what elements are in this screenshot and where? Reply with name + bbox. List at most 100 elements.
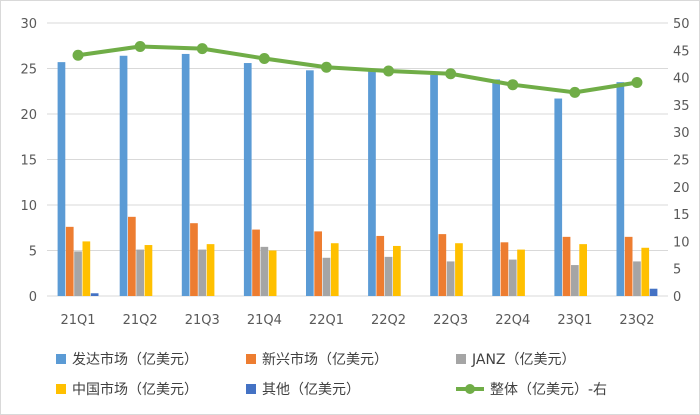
- bar-1: [438, 234, 447, 296]
- bar-3: [579, 244, 587, 296]
- y-tick-label: 0: [29, 290, 37, 305]
- bar-3: [268, 250, 277, 296]
- x-tick-label: 21Q1: [61, 313, 96, 328]
- bar-1: [128, 216, 136, 296]
- bar-2: [446, 261, 455, 296]
- line-point: [383, 65, 395, 77]
- line-point: [320, 61, 332, 73]
- y2-tick-label: 25: [673, 154, 690, 169]
- bar-0: [119, 55, 128, 297]
- bar-3: [82, 241, 91, 296]
- legend-label: 发达市场（亿美元）: [72, 352, 198, 368]
- bar-3: [517, 249, 525, 296]
- x-tick-label: 21Q3: [185, 313, 220, 328]
- bar-0: [181, 53, 190, 296]
- y-tick-label: 20: [20, 108, 37, 123]
- y-tick-label: 30: [20, 17, 37, 32]
- y2-tick-label: 5: [673, 263, 681, 278]
- bar-3: [455, 243, 463, 296]
- bar-1: [65, 226, 74, 296]
- bar-1: [314, 231, 322, 296]
- bar-0: [306, 70, 314, 296]
- bar-1: [624, 236, 633, 296]
- x-tick-label: 22Q1: [309, 313, 344, 328]
- x-tick-label: 22Q3: [433, 313, 468, 328]
- combo-chart: 0 5 10 15 20 25 30 0 5 10 15 20 25 30 35 40 45 50 21Q1 21Q2…: [20, 17, 690, 328]
- bar-1: [500, 242, 509, 296]
- bar-2: [322, 257, 331, 296]
- bar-1: [190, 223, 198, 296]
- y2-tick-label: 0: [673, 290, 681, 305]
- line-point: [507, 79, 519, 91]
- y-tick-label: 15: [20, 154, 37, 169]
- line-point: [445, 68, 457, 80]
- legend-item: 其他（亿美元）: [246, 379, 360, 399]
- bar-2: [571, 265, 579, 296]
- bar-3: [144, 245, 153, 296]
- bar-3: [393, 245, 401, 296]
- y2-tick-label: 20: [673, 181, 690, 196]
- bar-2: [508, 259, 517, 296]
- y-tick-label: 5: [29, 245, 37, 260]
- bar-0: [368, 69, 376, 296]
- x-tick-label: 21Q4: [247, 313, 282, 328]
- bar-2: [74, 251, 82, 296]
- bar-2: [136, 249, 144, 296]
- legend-swatch: [56, 354, 66, 364]
- bar-2: [260, 246, 269, 296]
- y-tick-label: 10: [20, 199, 37, 214]
- bar-1: [562, 236, 571, 296]
- x-tick-label: 22Q2: [371, 313, 406, 328]
- legend-label: 新兴市场（亿美元）: [262, 352, 388, 368]
- bar-2: [198, 249, 207, 296]
- y2-tick-label: 30: [673, 126, 690, 141]
- legend-item: 整体（亿美元）-右: [456, 379, 607, 399]
- legend-item: 新兴市场（亿美元）: [246, 349, 388, 369]
- line-point: [134, 40, 146, 52]
- bar-0: [492, 79, 500, 296]
- line-point: [569, 86, 581, 98]
- x-tick-label: 23Q2: [619, 313, 654, 328]
- x-tick-label: 23Q1: [557, 313, 592, 328]
- bar-0: [554, 98, 563, 296]
- bar-3: [641, 247, 650, 296]
- bar-4: [90, 293, 99, 296]
- bar-0: [57, 62, 66, 296]
- legend-swatch: [246, 384, 256, 394]
- legend-swatch: [456, 354, 466, 364]
- legend-swatch: [246, 354, 256, 364]
- legend-label: 整体（亿美元）-右: [490, 382, 608, 398]
- line-point: [72, 49, 84, 61]
- legend-label: 其他（亿美元）: [262, 382, 360, 398]
- y2-tick-label: 50: [673, 17, 690, 32]
- y-tick-label: 25: [20, 63, 37, 78]
- line-point: [258, 52, 270, 64]
- bar-2: [384, 256, 393, 296]
- line-point: [196, 43, 208, 55]
- bar-0: [243, 63, 252, 296]
- bar-1: [252, 229, 260, 296]
- bar-4: [649, 288, 658, 296]
- bar-2: [633, 261, 641, 296]
- legend-label: 中国市场（亿美元）: [72, 382, 198, 398]
- bar-0: [430, 74, 438, 297]
- legend-label: JANZ（亿美元）: [472, 352, 576, 368]
- y2-tick-label: 45: [673, 44, 690, 59]
- line-point: [631, 77, 643, 89]
- x-tick-label: 21Q2: [123, 313, 158, 328]
- y2-tick-label: 35: [673, 99, 690, 114]
- bar-0: [616, 82, 625, 297]
- y2-tick-label: 10: [673, 235, 690, 250]
- line-series: [77, 44, 638, 95]
- y2-tick-label: 40: [673, 72, 690, 87]
- legend-swatch: [456, 384, 484, 394]
- bar-3: [206, 244, 215, 296]
- legend-item: 发达市场（亿美元）: [56, 349, 198, 369]
- legend-item: 中国市场（亿美元）: [56, 379, 198, 399]
- y2-tick-label: 15: [673, 208, 690, 223]
- legend-item: JANZ（亿美元）: [456, 349, 576, 369]
- bar-1: [376, 235, 385, 296]
- bar-3: [330, 243, 339, 296]
- legend-swatch: [56, 384, 66, 394]
